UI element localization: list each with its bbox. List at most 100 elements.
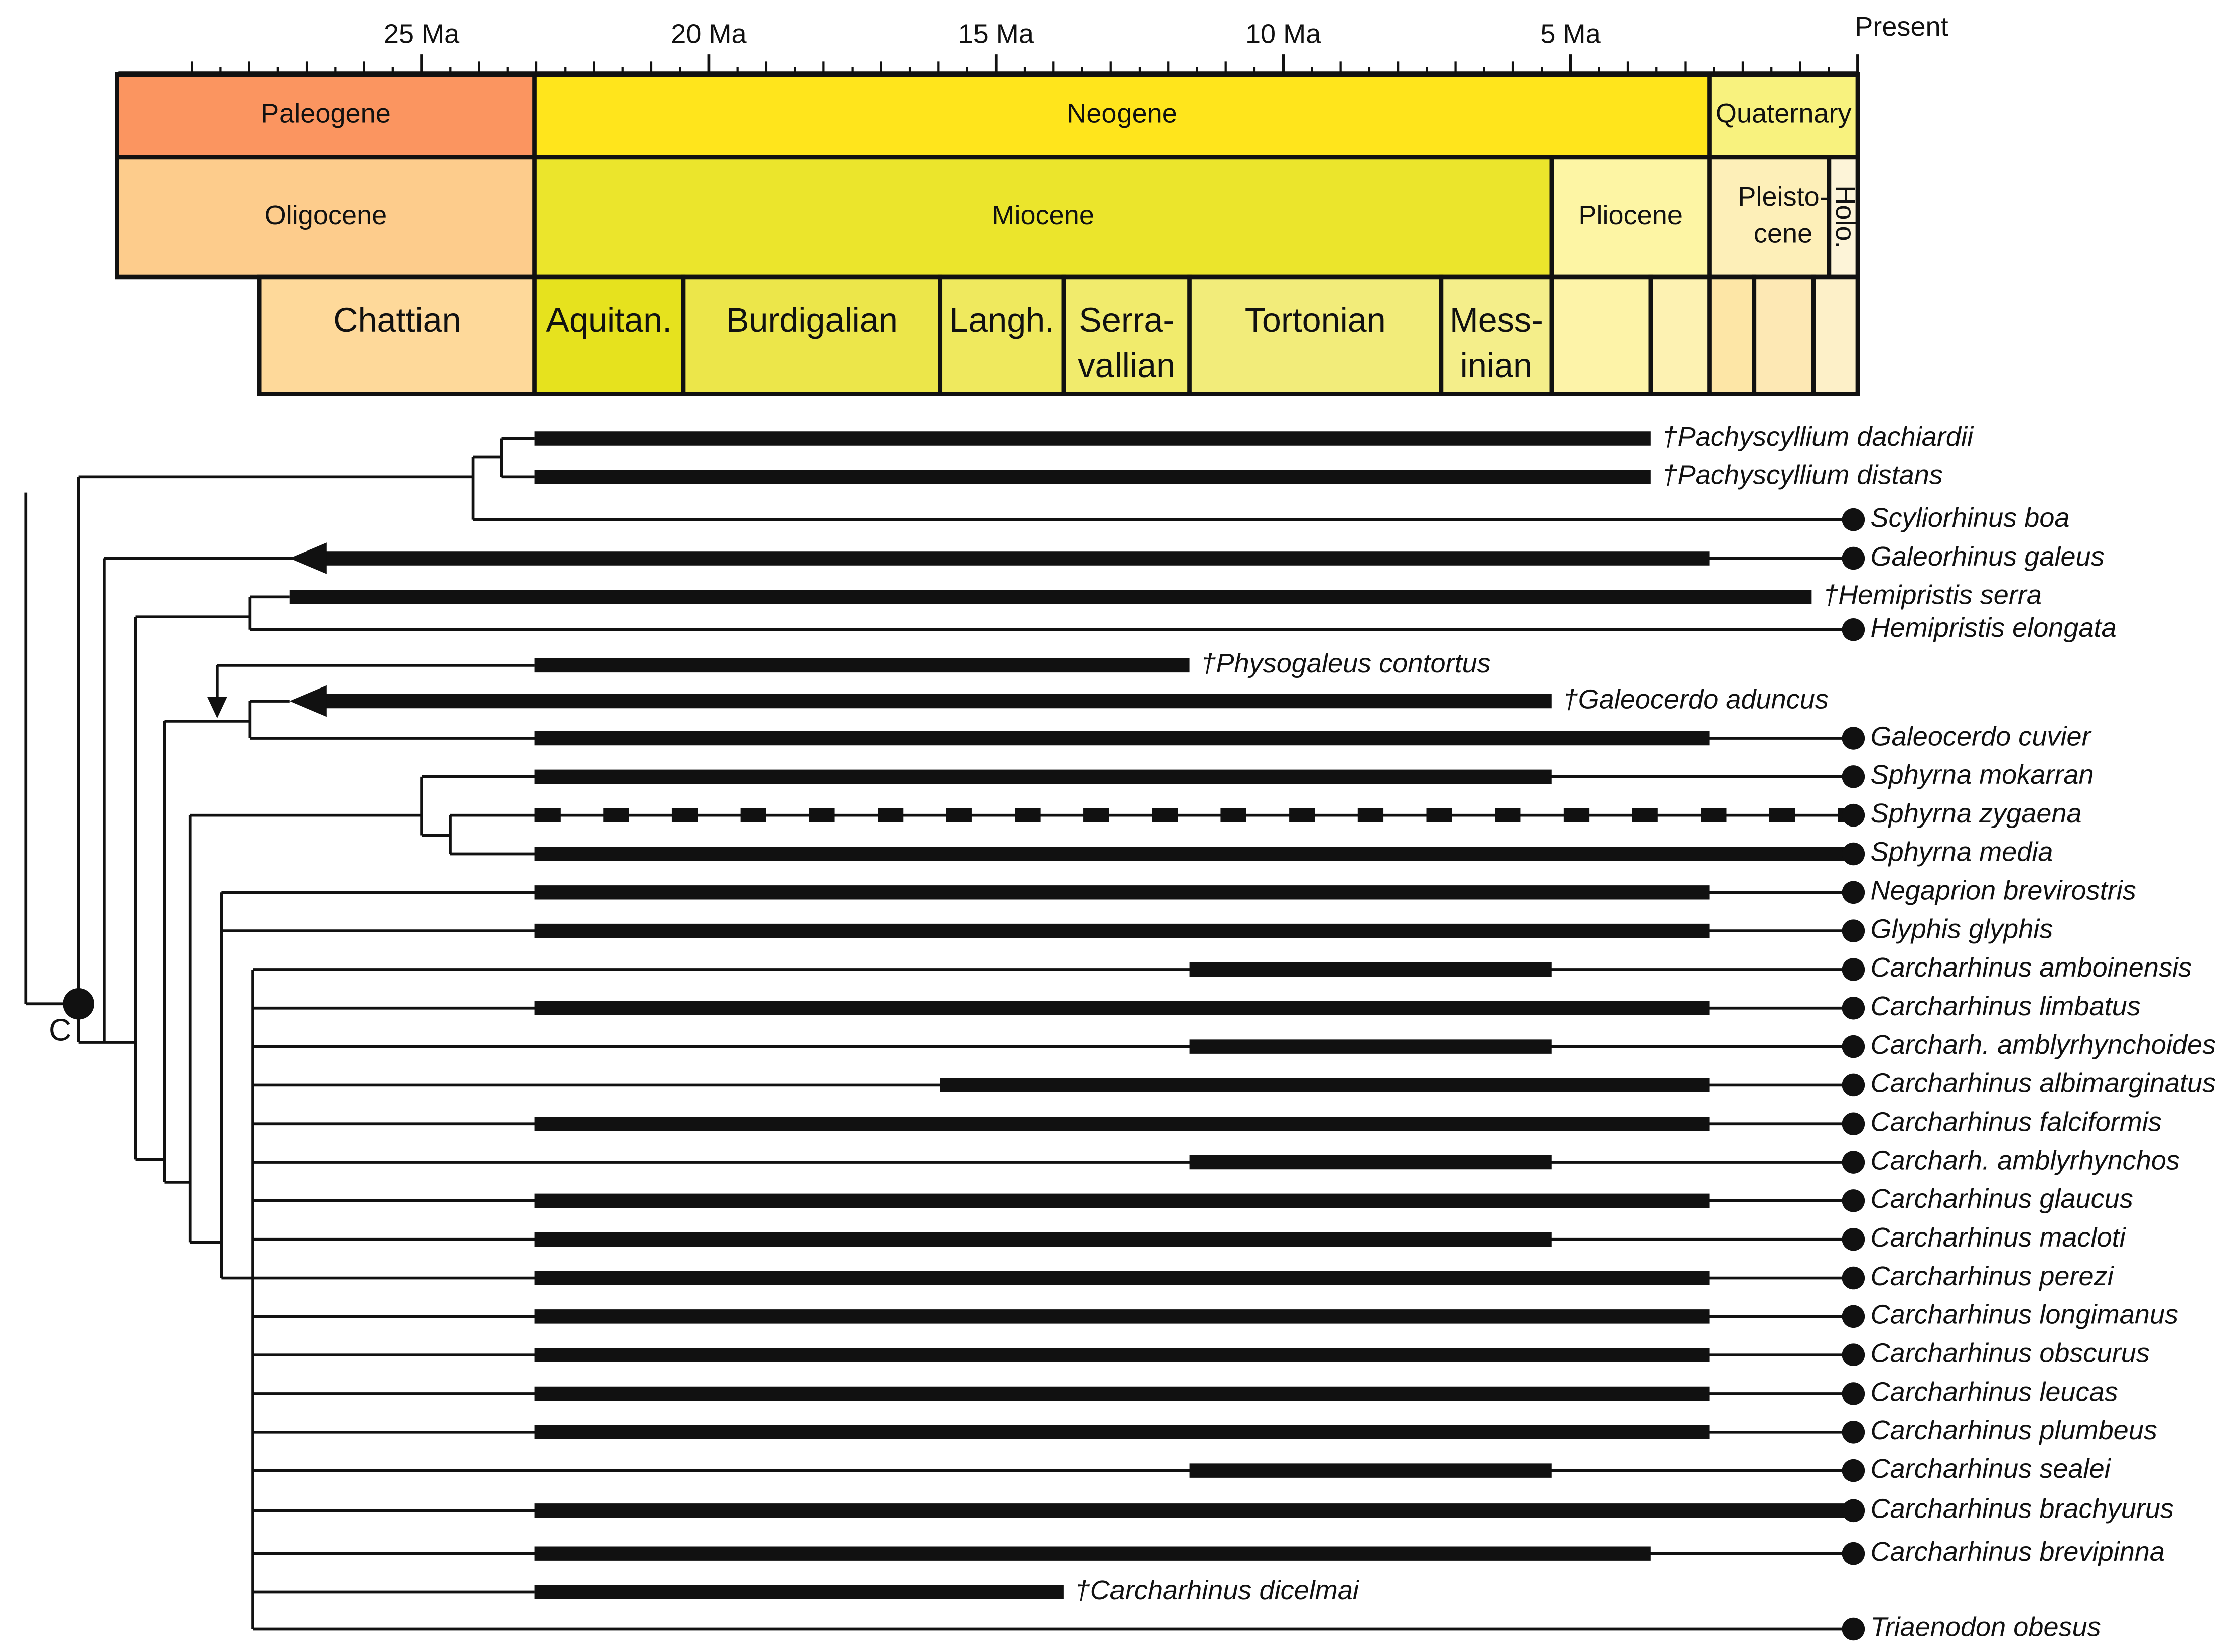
epoch-label: cene xyxy=(1754,219,1812,249)
stage-cell xyxy=(1811,274,1860,396)
stage-label: Serra- xyxy=(1079,301,1174,339)
extant-dot xyxy=(1842,1343,1865,1366)
stage-cell xyxy=(1648,274,1712,396)
epoch-label: Miocene xyxy=(992,200,1094,230)
stage-cell xyxy=(1549,274,1653,396)
tick-label: 15 Ma xyxy=(958,19,1034,49)
extant-dot xyxy=(1842,618,1865,641)
stage-label: Langh. xyxy=(949,301,1054,339)
extant-dot xyxy=(1842,1151,1865,1174)
extant-dot xyxy=(1842,1382,1865,1405)
period-label: Quaternary xyxy=(1716,99,1852,129)
taxon-label: †Galeocerdo aduncus xyxy=(1563,684,1829,714)
extant-dot xyxy=(1842,1421,1865,1444)
extant-dot xyxy=(1842,1227,1865,1251)
extant-dot xyxy=(1842,1112,1865,1136)
taxon-label: Carcharhinus plumbeus xyxy=(1871,1415,2157,1445)
stage-label: Chattian xyxy=(333,301,461,339)
stage-label: inian xyxy=(1460,347,1532,385)
taxon-label: Carcharhinus limbatus xyxy=(1871,991,2141,1021)
epoch-cell xyxy=(1827,155,1860,280)
taxon-label: Sphyrna media xyxy=(1871,837,2053,867)
range-arrow xyxy=(289,685,327,717)
taxon-label: Carcharh. amblyrhynchoides xyxy=(1871,1030,2216,1060)
extant-dot xyxy=(1842,1189,1865,1212)
taxon-label: Negaprion brevirostris xyxy=(1871,876,2136,906)
stage-cell xyxy=(1061,274,1192,396)
taxon-label: Carcharhinus leucas xyxy=(1871,1376,2118,1407)
stage-label: Tortonian xyxy=(1245,301,1386,339)
timescale: 25 Ma 20 Ma 15 Ma 10 Ma 5 Ma Present Paleogene… xyxy=(115,12,1948,396)
stage-cell xyxy=(1439,274,1554,396)
epoch-label: Oligocene xyxy=(265,200,387,230)
epoch-label: Holo. xyxy=(1830,185,1860,248)
extant-dot xyxy=(1842,958,1865,981)
tick-label: 25 Ma xyxy=(384,19,460,49)
taxon-label: †Physogaleus contortus xyxy=(1201,648,1490,678)
tree: C †Pachyscyllium dachiardii †Pachyscyllium… xyxy=(24,422,2216,1642)
tick-label: 10 Ma xyxy=(1245,19,1321,49)
extant-dot xyxy=(1842,727,1865,750)
stage-cell xyxy=(681,274,943,396)
stage-label: Mess- xyxy=(1450,301,1543,339)
extant-dot xyxy=(1842,508,1865,531)
node-dot xyxy=(63,988,94,1020)
taxon-label: Carcharh. amblyrhynchos xyxy=(1871,1145,2180,1175)
taxon-label: Glyphis glyphis xyxy=(1871,914,2053,944)
extant-dot xyxy=(1842,919,1865,942)
taxon-label: Carcharhinus sealei xyxy=(1871,1454,2112,1484)
extant-dot xyxy=(1842,546,1865,570)
taxon-label: Scyliorhinus boa xyxy=(1871,503,2070,533)
epoch-cell xyxy=(115,155,537,280)
taxon-label: Carcharhinus obscurus xyxy=(1871,1338,2150,1368)
period-cell xyxy=(532,72,1712,160)
taxon-label: †Hemipristis serra xyxy=(1823,580,2042,610)
extant-dot xyxy=(1842,1617,1865,1641)
extant-dot xyxy=(1842,997,1865,1020)
extant-dot xyxy=(1842,1542,1865,1565)
tick-label: 5 Ma xyxy=(1540,19,1601,49)
taxon-label: Sphyrna mokarran xyxy=(1871,760,2094,790)
taxon-label: Carcharhinus brevipinna xyxy=(1871,1537,2165,1567)
extant-dot xyxy=(1842,765,1865,788)
node-label: C xyxy=(49,1013,71,1048)
tick-label: 20 Ma xyxy=(671,19,747,49)
taxon-label: Carcharhinus macloti xyxy=(1871,1222,2127,1253)
stage-cell xyxy=(1752,274,1816,396)
taxon-label: †Pachyscyllium distans xyxy=(1662,460,1943,490)
taxon-label: †Pachyscyllium dachiardii xyxy=(1662,422,1974,452)
stage-label: vallian xyxy=(1078,347,1175,385)
taxon-label: Galeorhinus galeus xyxy=(1871,541,2105,572)
tick-label: Present xyxy=(1855,12,1948,42)
taxon-label: Carcharhinus falciformis xyxy=(1871,1107,2162,1137)
stage-label: Burdigalian xyxy=(726,301,898,339)
taxon-label: Carcharhinus longimanus xyxy=(1871,1300,2178,1330)
taxon-label: Carcharhinus perezi xyxy=(1871,1261,2115,1291)
extant-dot xyxy=(1842,1073,1865,1097)
period-label: Neogene xyxy=(1067,99,1177,129)
stage-cell xyxy=(257,274,537,396)
range-arrow xyxy=(289,542,327,574)
taxon-label: Carcharhinus amboinensis xyxy=(1871,952,2192,983)
taxon-label: Sphyrna zygaena xyxy=(1871,798,2082,829)
extant-dot xyxy=(1842,842,1865,866)
taxon-label: Carcharhinus brachyurus xyxy=(1871,1494,2174,1524)
stage-cell xyxy=(1707,274,1757,396)
taxon-label: Galeocerdo cuvier xyxy=(1871,721,2092,751)
taxon-label: †Carcharhinus dicelmai xyxy=(1075,1575,1360,1605)
extant-dot xyxy=(1842,881,1865,904)
taxon-label: Carcharhinus albimarginatus xyxy=(1871,1068,2216,1098)
taxon-label: Triaenodon obesus xyxy=(1871,1612,2101,1642)
period-label: Paleogene xyxy=(261,99,391,129)
taxon-label: Hemipristis elongata xyxy=(1871,613,2117,643)
extant-dot xyxy=(1842,1499,1865,1523)
taxon-label: Carcharhinus glaucus xyxy=(1871,1184,2133,1214)
extant-dot xyxy=(1842,1266,1865,1290)
extant-dot xyxy=(1842,1459,1865,1482)
arrow-head xyxy=(207,697,227,719)
extant-dot xyxy=(1842,1305,1865,1328)
stage-label: Aquitan. xyxy=(546,301,672,339)
epoch-label: Pliocene xyxy=(1578,200,1683,230)
